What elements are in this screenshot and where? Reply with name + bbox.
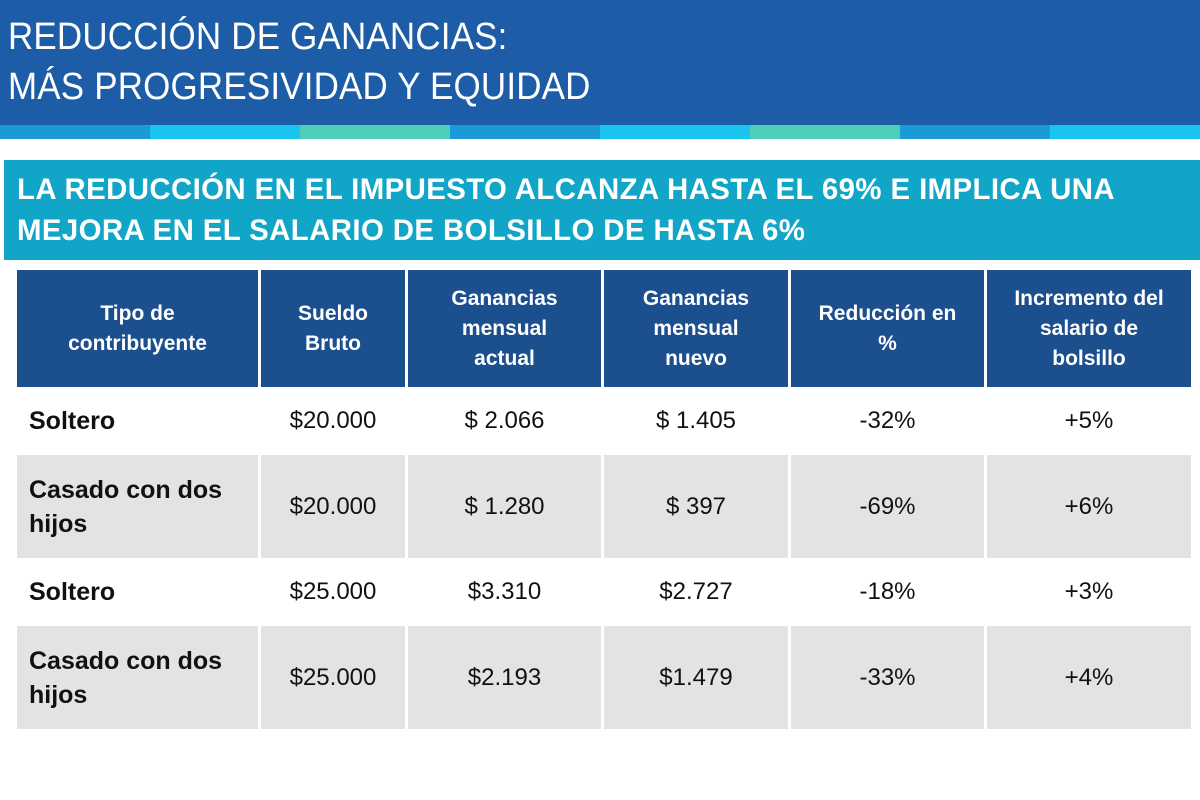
cell-incremento: +5%: [984, 388, 1194, 455]
title-line-2: MÁS PROGRESIVIDAD Y EQUIDAD: [8, 66, 591, 108]
stripe-segment: [900, 125, 1050, 139]
cell-incremento: +3%: [984, 559, 1194, 626]
cell-incremento: +4%: [984, 624, 1194, 732]
header-ganancias-actual: Ganancias mensual actual: [405, 267, 604, 390]
cell-reduccion: -69%: [788, 453, 987, 561]
banner-line-1: LA REDUCCIÓN EN EL IMPUESTO ALCANZA HAST…: [17, 173, 1116, 206]
header-text: mensual: [653, 316, 739, 340]
title-line-1: REDUCCIÓN DE GANANCIAS:: [8, 16, 508, 58]
stripe-segment: [750, 125, 900, 139]
header-text: Bruto: [305, 331, 361, 355]
color-stripe: [0, 125, 1200, 139]
header-text: Ganancias: [642, 286, 750, 310]
cell-sueldo: $25.000: [258, 559, 408, 626]
header-text: Reducción en: [818, 301, 957, 325]
cell-reduccion: -32%: [788, 388, 987, 455]
stripe-segment: [600, 125, 750, 139]
cell-nuevo: $ 397: [601, 453, 791, 561]
headline-banner: LA REDUCCIÓN EN EL IMPUESTO ALCANZA HAST…: [4, 160, 1200, 260]
stripe-segment: [0, 125, 150, 139]
cell-tipo: Casado con dos hijos: [14, 453, 261, 561]
header-text: actual: [474, 346, 535, 370]
cell-tipo: Soltero: [14, 388, 261, 455]
header-text: contribuyente: [68, 331, 207, 355]
header-text: Ganancias: [451, 286, 558, 310]
cell-actual: $ 1.280: [405, 453, 604, 561]
stripe-segment: [300, 125, 450, 139]
header-sueldo-bruto: Sueldo Bruto: [258, 267, 408, 390]
header-text: Tipo de: [100, 301, 175, 325]
header-text: mensual: [461, 316, 548, 340]
header-ganancias-nuevo: Ganancias mensual nuevo: [601, 267, 791, 390]
header-text: %: [878, 331, 897, 355]
header-text: nuevo: [665, 346, 727, 370]
cell-nuevo: $1.479: [601, 624, 791, 732]
title-header: REDUCCIÓN DE GANANCIAS: MÁS PROGRESIVIDA…: [0, 0, 1200, 125]
cell-tipo: Soltero: [14, 559, 261, 626]
header-tipo-contribuyente: Tipo de contribuyente: [14, 267, 261, 390]
header-text: salario de: [1039, 316, 1139, 340]
banner-line-2: MEJORA EN EL SALARIO DE BOLSILLO DE HAST…: [17, 214, 806, 247]
header-reduccion: Reducción en %: [788, 267, 987, 390]
cell-actual: $3.310: [405, 559, 604, 626]
cell-reduccion: -33%: [788, 624, 987, 732]
stripe-segment: [450, 125, 600, 139]
cell-nuevo: $2.727: [601, 559, 791, 626]
cell-incremento: +6%: [984, 453, 1194, 561]
header-text: bolsillo: [1052, 346, 1126, 370]
header-text: Incremento del: [1014, 286, 1164, 310]
header-incremento: Incremento del salario de bolsillo: [984, 267, 1194, 390]
table-row: Soltero $20.000 $ 2.066 $ 1.405 -32% +5%: [14, 388, 1194, 455]
cell-reduccion: -18%: [788, 559, 987, 626]
table-row: Casado con dos hijos $20.000 $ 1.280 $ 3…: [14, 453, 1194, 561]
stripe-segment: [1050, 125, 1200, 139]
table-row: Casado con dos hijos $25.000 $2.193 $1.4…: [14, 624, 1194, 732]
header-text: Sueldo: [297, 301, 368, 325]
cell-actual: $ 2.066: [405, 388, 604, 455]
cell-nuevo: $ 1.405: [601, 388, 791, 455]
income-tax-table: Tipo de contribuyente Sueldo Bruto Ganan…: [14, 267, 1194, 732]
table-row: Soltero $25.000 $3.310 $2.727 -18% +3%: [14, 559, 1194, 626]
stripe-segment: [150, 125, 300, 139]
cell-sueldo: $20.000: [258, 453, 408, 561]
cell-tipo: Casado con dos hijos: [14, 624, 261, 732]
cell-sueldo: $20.000: [258, 388, 408, 455]
cell-actual: $2.193: [405, 624, 604, 732]
table-header-row: Tipo de contribuyente Sueldo Bruto Ganan…: [14, 267, 1194, 390]
cell-sueldo: $25.000: [258, 624, 408, 732]
